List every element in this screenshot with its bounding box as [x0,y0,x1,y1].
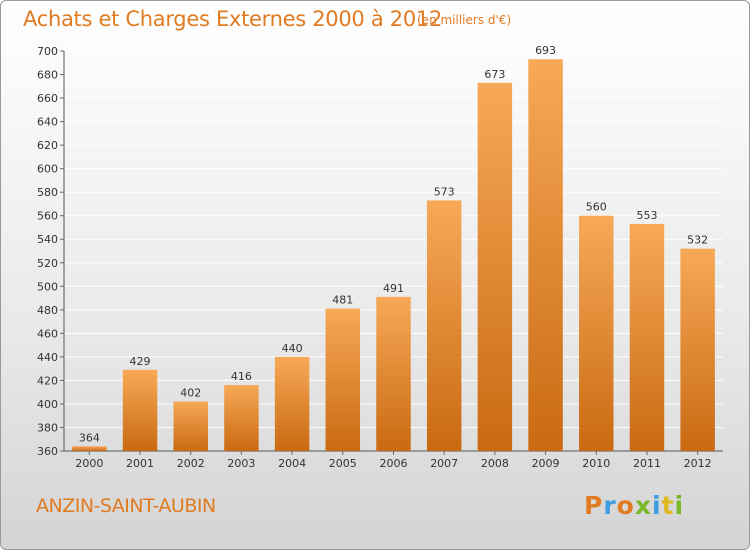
logo-letter: r [603,491,617,520]
data-label: 364 [79,431,100,444]
y-tick-label: 480 [37,304,58,317]
chart-subtitle: (en milliers d'€) [417,13,512,27]
data-label: 560 [586,201,607,214]
logo-letter: P [584,491,604,520]
bar [629,223,665,451]
logo-letter: i [674,491,685,520]
y-tick-label: 380 [37,421,58,434]
x-tick-label: 2005 [329,457,357,470]
bar [528,59,563,452]
y-tick-label: 640 [37,116,58,129]
x-tick-label: 2006 [380,457,408,470]
y-tick-label: 560 [37,210,58,223]
y-tick-label: 580 [37,186,58,199]
bar [72,446,107,451]
y-tick-label: 460 [37,327,58,340]
data-label: 553 [636,209,657,222]
y-tick-label: 620 [37,139,58,152]
data-label: 573 [434,185,455,198]
data-label: 440 [282,342,303,355]
y-tick-label: 600 [37,163,58,176]
logo-letter: t [661,491,675,520]
data-label: 491 [383,282,404,295]
bar [376,296,411,451]
data-label: 693 [535,44,556,57]
data-label: 532 [687,234,708,247]
y-tick-label: 520 [37,257,58,270]
data-label: 429 [130,355,151,368]
commune-name: ANZIN-SAINT-AUBIN [36,495,216,517]
x-tick-label: 2004 [278,457,306,470]
y-tick-label: 500 [37,280,58,293]
y-tick-label: 700 [37,45,58,58]
bar [579,215,614,451]
x-tick-label: 2010 [582,457,610,470]
bar [122,369,158,451]
x-tick-label: 2000 [75,457,103,470]
x-tick-label: 2008 [481,457,509,470]
x-tick-label: 2009 [532,457,560,470]
x-tick-label: 2012 [684,457,712,470]
x-tick-label: 2002 [177,457,205,470]
y-tick-label: 440 [37,351,58,364]
y-tick-label: 540 [37,233,58,246]
x-tick-label: 2007 [430,457,458,470]
bar [477,82,513,451]
y-tick-label: 680 [37,69,58,82]
x-tick-label: 2001 [126,457,154,470]
chart-title: Achats et Charges Externes 2000 à 2012 [23,7,443,31]
bar [173,401,208,451]
y-tick-label: 420 [37,374,58,387]
data-label: 673 [484,68,505,81]
data-label: 416 [231,370,252,383]
x-tick-label: 2003 [227,457,255,470]
bar [224,385,259,451]
bar [680,248,715,451]
proxiti-logo: Proxiti [584,491,684,520]
logo-letter: o [616,491,635,520]
bar [325,308,361,451]
y-tick-label: 660 [37,92,58,105]
logo-letter: i [652,491,662,520]
bar [426,200,462,451]
bar [274,356,310,451]
y-tick-label: 400 [37,398,58,411]
y-tick-label: 360 [37,445,58,458]
logo-letter: x [634,491,652,520]
data-label: 481 [332,294,353,307]
data-label: 402 [180,387,201,400]
x-tick-label: 2011 [633,457,661,470]
